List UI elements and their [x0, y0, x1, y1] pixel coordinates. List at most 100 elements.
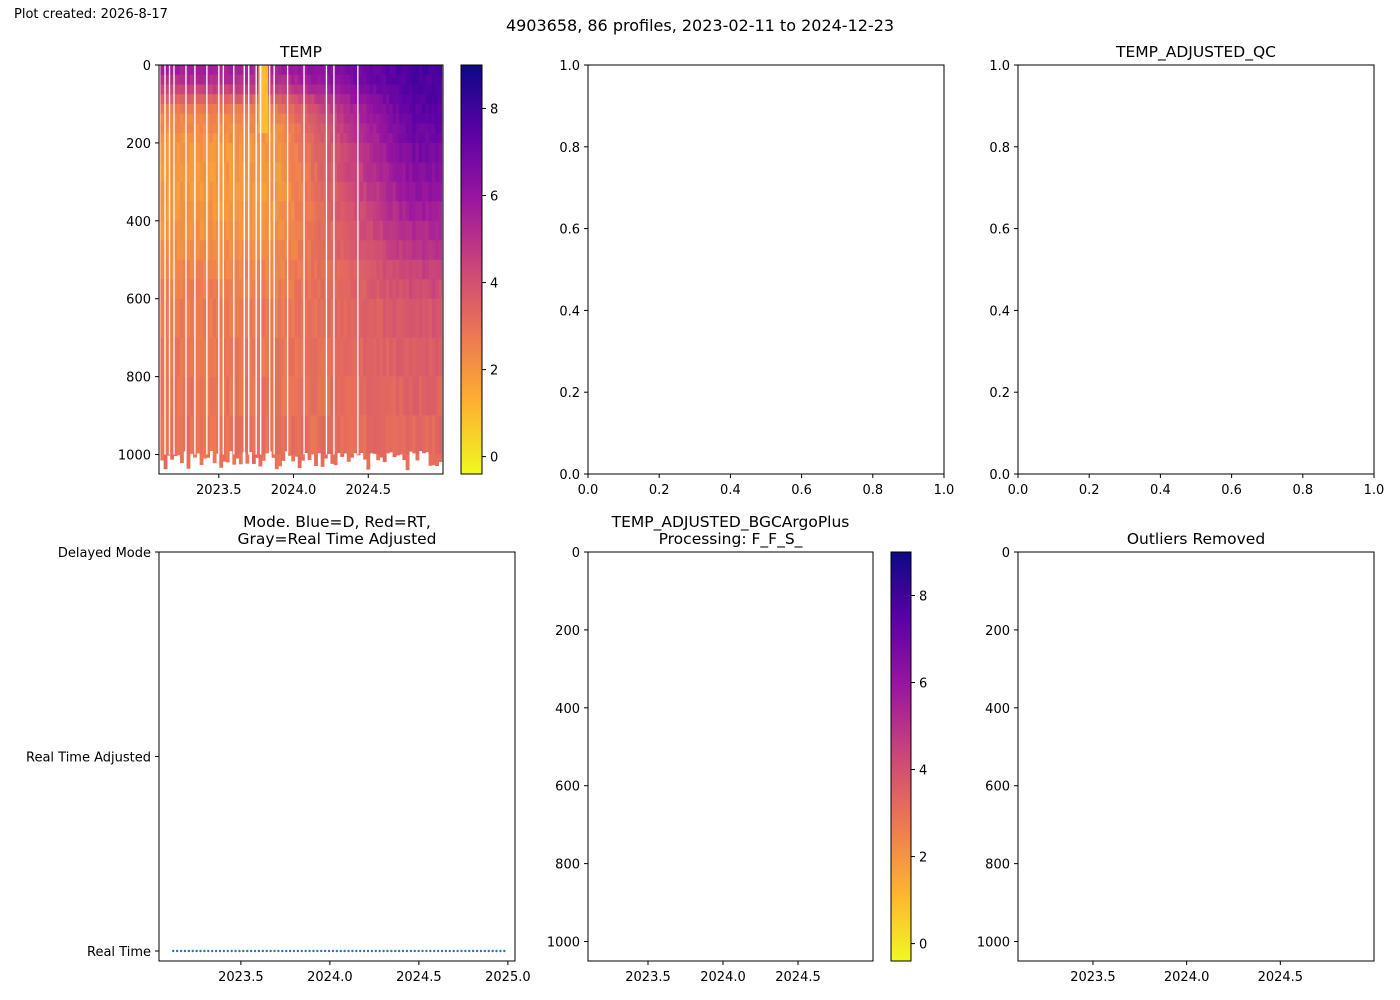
temp-cell — [173, 84, 178, 95]
temp-cell — [287, 142, 292, 163]
bgc-colorbar-tick-label: 0 — [919, 938, 927, 953]
temp-cell — [225, 220, 230, 241]
temp-cell — [287, 162, 292, 183]
temp-cell — [179, 259, 184, 280]
bgc-colorbar-tick-label: 2 — [919, 851, 927, 866]
temp-cell — [356, 65, 361, 76]
temp-cell — [261, 376, 266, 416]
temp-cell — [278, 133, 282, 144]
temp-cell — [294, 123, 299, 134]
temp-cell — [219, 94, 224, 105]
temp-cell — [379, 415, 384, 455]
temp-cell — [199, 103, 204, 114]
temp-cell — [291, 113, 296, 124]
temp-cell — [431, 240, 436, 261]
temp-cell — [196, 240, 201, 261]
temp-cell — [310, 201, 315, 222]
temp-cell — [173, 454, 178, 457]
temp-cell — [248, 181, 253, 202]
temp-cell — [186, 103, 191, 114]
temp-cell — [304, 94, 309, 105]
temp-cell — [248, 259, 253, 280]
temp-cell — [405, 162, 410, 183]
temp-cell — [291, 220, 296, 241]
temp-cell — [369, 103, 374, 114]
temp-cell — [317, 113, 322, 124]
temp-cell — [297, 376, 302, 416]
temp-cell — [281, 162, 286, 183]
temp-cell — [317, 181, 322, 202]
temp-cell — [209, 376, 214, 416]
temp-cell — [229, 74, 233, 85]
temp-cell — [183, 201, 188, 222]
temp-cell — [389, 65, 394, 76]
temp-cell — [356, 133, 361, 144]
temp-cell — [428, 415, 433, 455]
temp-cell — [435, 65, 439, 76]
temp-cell — [418, 94, 423, 105]
temp-cell — [402, 298, 407, 338]
temp-cell — [425, 240, 430, 261]
temp-cell — [431, 259, 436, 280]
temp-cell — [255, 103, 260, 114]
temp-cell — [350, 415, 354, 455]
temp-cell — [415, 240, 420, 261]
temp-cell — [435, 94, 439, 105]
temp-cell — [186, 454, 191, 469]
temp-cell — [297, 454, 302, 469]
temp-cell — [245, 123, 250, 134]
temp-cell — [340, 279, 345, 300]
temp-cell — [408, 220, 413, 241]
temp-cell — [353, 113, 358, 124]
temp-cell — [206, 240, 210, 261]
temp-cell — [431, 74, 436, 85]
temp-cell — [235, 201, 240, 222]
temp-cell — [170, 376, 175, 416]
temp-cell — [287, 65, 292, 76]
temp-cell — [304, 181, 309, 202]
mode-point — [366, 949, 370, 953]
temp-cell — [405, 133, 410, 144]
temp-cell — [274, 454, 279, 470]
temp-cell — [363, 279, 367, 300]
temp-cell — [317, 201, 322, 222]
temp-cell — [327, 259, 332, 280]
temp-cell — [376, 259, 381, 280]
temp-cell — [415, 133, 420, 144]
temp-cell — [255, 201, 260, 222]
temp-cell — [327, 65, 332, 76]
temp-cell — [405, 454, 410, 471]
temp-cell — [297, 279, 302, 300]
temp-cell — [395, 133, 400, 144]
temp-cell — [428, 103, 433, 114]
temp-cell — [428, 279, 433, 300]
temp-cell — [238, 376, 243, 416]
temp-cell — [186, 415, 191, 455]
temp-cell — [363, 142, 367, 163]
temp-gap — [173, 65, 175, 455]
temp-cell — [386, 201, 390, 222]
mid-top-xtick-label: 0.6 — [791, 483, 812, 498]
temp-cell — [183, 337, 188, 377]
temp-cell — [408, 103, 413, 114]
mode-point — [323, 949, 327, 953]
temp-cell — [333, 337, 338, 377]
temp-cell — [304, 240, 309, 261]
temp-cell — [238, 133, 243, 144]
temp-cell — [336, 337, 341, 377]
mid-top-ytick-label: 0.4 — [559, 304, 580, 319]
bgc-ytick-label: 200 — [555, 624, 580, 639]
temp-cell — [281, 259, 286, 280]
mode-ytick-label: Real Time — [87, 945, 151, 960]
temp-cell — [356, 84, 361, 95]
temp-cell — [287, 337, 292, 377]
temp-cell — [405, 103, 410, 114]
mode-point — [495, 949, 498, 953]
temp-cell — [359, 337, 364, 377]
temp-cell — [189, 74, 194, 85]
plot-created-label: Plot created: 2026-8-17 — [14, 7, 168, 22]
bgc-ytick-label: 800 — [555, 858, 580, 873]
temp-cell — [343, 123, 348, 134]
temp-cell — [320, 220, 325, 241]
temp-cell — [356, 279, 361, 300]
